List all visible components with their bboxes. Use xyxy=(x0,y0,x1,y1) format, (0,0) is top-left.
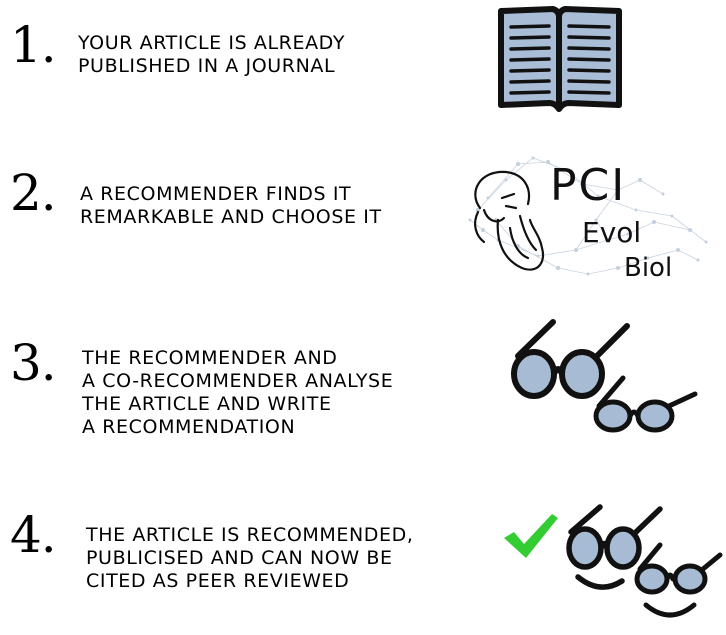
step-1-number: 1. xyxy=(10,16,57,74)
step-1-line-1: YOUR ARTICLE IS ALREADY xyxy=(78,32,346,54)
checkmark-icon xyxy=(504,514,558,558)
step-1-line-2: PUBLISHED IN A JOURNAL xyxy=(78,55,336,77)
darwin-sketch xyxy=(474,170,545,271)
glasses-small-icon xyxy=(593,375,698,433)
step-3-line-3: THE ARTICLE AND WRITE xyxy=(82,393,332,415)
step-2-line-1: A RECOMMENDER FINDS IT xyxy=(80,183,352,205)
smiling-glasses-small-icon xyxy=(634,542,723,618)
smiling-glasses-check-icon xyxy=(566,504,723,618)
step-3-line-2: A CO-RECOMMENDER ANALYSE xyxy=(82,370,394,392)
two-glasses-icon xyxy=(511,319,698,433)
step-2-line-2: REMARKABLE AND CHOOSE IT xyxy=(80,206,382,228)
step-4-line-1: THE ARTICLE IS RECOMMENDED, xyxy=(86,524,414,546)
step-1-text: YOUR ARTICLE IS ALREADY PUBLISHED IN A J… xyxy=(78,32,345,78)
step-4-text: THE ARTICLE IS RECOMMENDED, PUBLICISED A… xyxy=(86,524,414,593)
open-book-icon xyxy=(498,6,622,112)
step-2-text: A RECOMMENDER FINDS IT REMARKABLE AND CH… xyxy=(80,183,382,229)
step-3-text: THE RECOMMENDER AND A CO-RECOMMENDER ANA… xyxy=(82,347,393,439)
glasses-large-icon xyxy=(511,319,630,399)
logo-pci-text: PCI xyxy=(550,160,626,211)
pci-evol-biol-logo: PCI Evol Biol xyxy=(468,156,708,283)
step-4-line-3: CITED AS PEER REVIEWED xyxy=(86,570,350,592)
step-3-line-4: A RECOMMENDATION xyxy=(82,416,296,438)
logo-evol-text: Evol xyxy=(582,216,641,249)
step-4-line-2: PUBLICISED AND CAN NOW BE xyxy=(86,547,393,569)
step-3-number: 3. xyxy=(10,334,57,392)
step-4-number: 4. xyxy=(10,506,57,564)
logo-biol-text: Biol xyxy=(624,253,672,283)
step-2-number: 2. xyxy=(10,164,57,222)
smiling-glasses-large-icon xyxy=(566,504,663,590)
step-3-line-1: THE RECOMMENDER AND xyxy=(82,347,338,369)
